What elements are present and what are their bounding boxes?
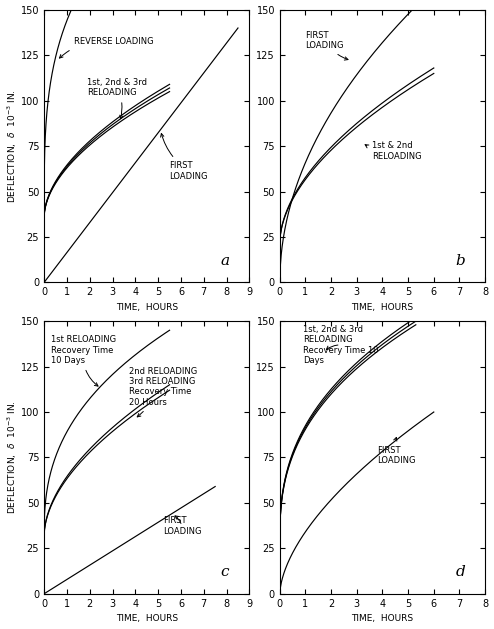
Text: b: b bbox=[455, 253, 465, 267]
Text: c: c bbox=[220, 565, 229, 579]
Text: FIRST
LOADING: FIRST LOADING bbox=[161, 133, 208, 181]
X-axis label: TIME,  HOURS: TIME, HOURS bbox=[116, 303, 178, 312]
Y-axis label: DEFLECTION,  $\delta$  $10^{-3}$ IN.: DEFLECTION, $\delta$ $10^{-3}$ IN. bbox=[6, 401, 19, 515]
Text: 1st RELOADING
Recovery Time
10 Days: 1st RELOADING Recovery Time 10 Days bbox=[51, 335, 116, 386]
Text: REVERSE LOADING: REVERSE LOADING bbox=[59, 37, 153, 58]
Y-axis label: DEFLECTION,  $\delta$  $10^{-3}$ IN.: DEFLECTION, $\delta$ $10^{-3}$ IN. bbox=[6, 89, 19, 203]
X-axis label: TIME,  HOURS: TIME, HOURS bbox=[116, 614, 178, 623]
Text: 2nd RELOADING
3rd RELOADING
Recovery Time
20 Hours: 2nd RELOADING 3rd RELOADING Recovery Tim… bbox=[128, 367, 197, 417]
Text: 1st, 2nd & 3rd
RELOADING: 1st, 2nd & 3rd RELOADING bbox=[87, 78, 147, 119]
Text: FIRST
LOADING: FIRST LOADING bbox=[305, 31, 348, 60]
Text: 1st, 2nd & 3rd
RELOADING
Recovery Time 10
Days: 1st, 2nd & 3rd RELOADING Recovery Time 1… bbox=[303, 325, 378, 365]
Text: d: d bbox=[455, 565, 465, 579]
X-axis label: TIME,  HOURS: TIME, HOURS bbox=[351, 303, 413, 312]
X-axis label: TIME,  HOURS: TIME, HOURS bbox=[351, 614, 413, 623]
Text: FIRST
LOADING: FIRST LOADING bbox=[377, 437, 416, 465]
Text: 1st & 2nd
RELOADING: 1st & 2nd RELOADING bbox=[365, 142, 422, 161]
Text: a: a bbox=[220, 253, 229, 267]
Text: FIRST
LOADING: FIRST LOADING bbox=[163, 516, 201, 536]
